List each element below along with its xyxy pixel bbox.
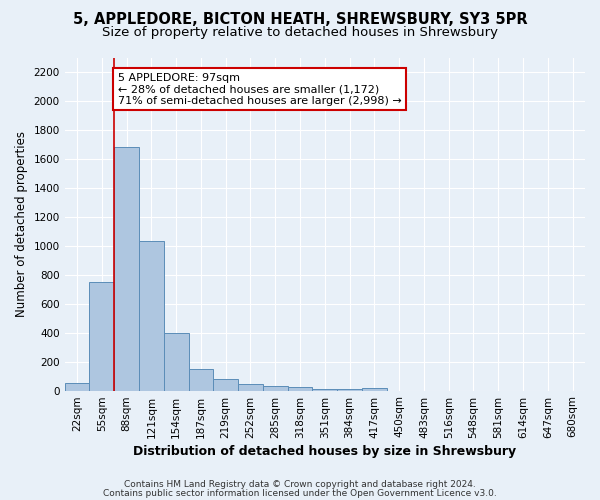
Bar <box>238 384 263 390</box>
Bar <box>89 282 114 391</box>
Text: Contains HM Land Registry data © Crown copyright and database right 2024.: Contains HM Land Registry data © Crown c… <box>124 480 476 489</box>
Bar <box>114 148 139 390</box>
Bar <box>287 387 313 390</box>
Bar <box>139 242 164 390</box>
Bar <box>263 386 287 390</box>
Bar <box>362 388 387 390</box>
Text: 5 APPLEDORE: 97sqm
← 28% of detached houses are smaller (1,172)
71% of semi-deta: 5 APPLEDORE: 97sqm ← 28% of detached hou… <box>118 73 401 106</box>
Bar <box>313 389 337 390</box>
Bar <box>214 379 238 390</box>
Bar <box>65 384 89 390</box>
Y-axis label: Number of detached properties: Number of detached properties <box>15 131 28 317</box>
Text: 5, APPLEDORE, BICTON HEATH, SHREWSBURY, SY3 5PR: 5, APPLEDORE, BICTON HEATH, SHREWSBURY, … <box>73 12 527 28</box>
Text: Contains public sector information licensed under the Open Government Licence v3: Contains public sector information licen… <box>103 489 497 498</box>
Bar <box>188 369 214 390</box>
X-axis label: Distribution of detached houses by size in Shrewsbury: Distribution of detached houses by size … <box>133 444 517 458</box>
Bar <box>164 332 188 390</box>
Bar <box>337 389 362 390</box>
Text: Size of property relative to detached houses in Shrewsbury: Size of property relative to detached ho… <box>102 26 498 39</box>
